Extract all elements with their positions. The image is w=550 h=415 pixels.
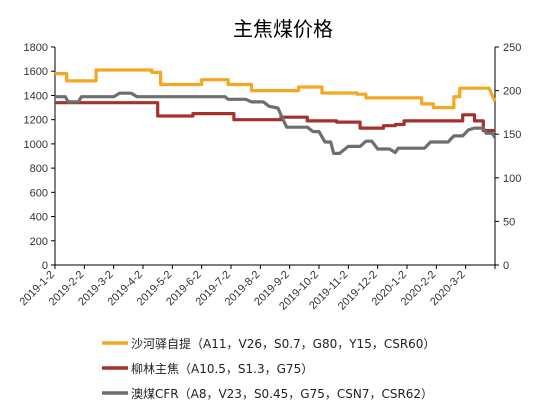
series-lines — [55, 68, 497, 155]
left-tick-label: 1200 — [24, 115, 48, 127]
left-tick-label: 600 — [30, 187, 48, 199]
right-tick-label: 200 — [503, 86, 521, 98]
right-tick-label: 250 — [503, 42, 521, 54]
series-line-2 — [55, 101, 495, 133]
right-tick-label: 0 — [503, 260, 509, 272]
left-tick-label: 0 — [42, 260, 48, 272]
left-tick-label: 1600 — [24, 66, 48, 78]
left-tick-label: 800 — [30, 163, 48, 175]
legend: 沙河驿自提（A11，V26，S0.7，G80，Y15，CSR60） 柳林主焦（A1… — [102, 336, 435, 401]
legend-label-3: 澳煤CFR（A8，V23，S0.45，G75，CSN7，CSR62） — [131, 387, 433, 401]
right-axis-ticks: 0 50 100 150 200 250 — [495, 42, 521, 272]
left-tick-label: 1000 — [24, 139, 48, 151]
series-line-3 — [55, 91, 497, 155]
right-tick-label: 100 — [503, 173, 521, 185]
right-tick-label: 150 — [503, 129, 521, 141]
series-line-1 — [55, 68, 497, 110]
left-tick-label: 1400 — [24, 90, 48, 102]
left-axis-ticks: 0 200 400 600 800 1000 1200 1400 1600 1800 — [24, 42, 55, 272]
left-tick-label: 400 — [30, 212, 48, 224]
left-tick-label: 1800 — [24, 42, 48, 54]
x-axis-ticks: 2019-1-22019-2-22019-3-22019-4-22019-5-2… — [17, 265, 496, 313]
right-tick-label: 50 — [503, 216, 515, 228]
legend-label-2: 柳林主焦（A10.5，S1.3，G75） — [131, 362, 313, 376]
legend-label-1: 沙河驿自提（A11，V26，S0.7，G80，Y15，CSR60） — [131, 336, 435, 351]
chart-title: 主焦煤价格 — [233, 17, 333, 41]
left-tick-label: 200 — [30, 236, 48, 248]
